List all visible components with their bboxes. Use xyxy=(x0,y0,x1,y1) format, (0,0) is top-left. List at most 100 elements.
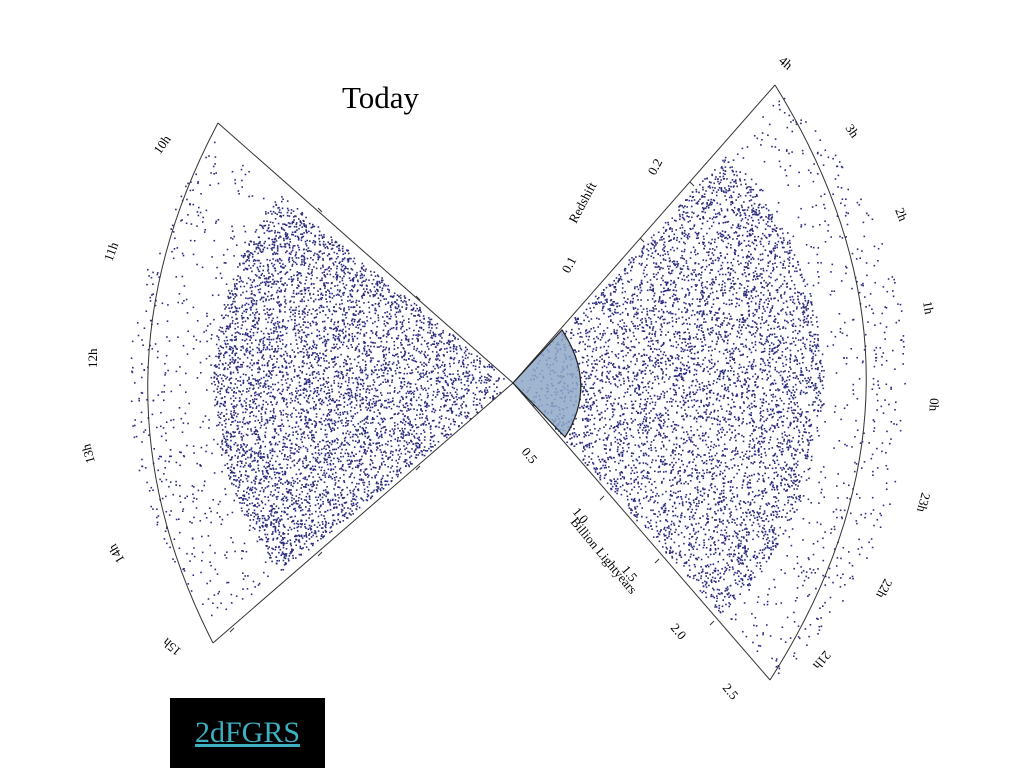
galaxy-point xyxy=(331,473,334,475)
galaxy-point xyxy=(364,325,366,328)
galaxy-point xyxy=(331,429,333,432)
galaxy-point xyxy=(397,427,399,430)
galaxy-point xyxy=(423,353,425,356)
galaxy-point xyxy=(365,426,367,429)
galaxy-point xyxy=(453,377,456,380)
galaxy-point xyxy=(288,256,291,259)
galaxy-point xyxy=(315,262,317,264)
galaxy-point xyxy=(344,265,347,268)
galaxy-point xyxy=(243,255,245,257)
galaxy-point xyxy=(435,383,438,385)
galaxy-point xyxy=(309,407,312,410)
galaxy-point xyxy=(301,509,304,511)
galaxy-point xyxy=(318,234,321,237)
galaxy-point xyxy=(417,333,419,336)
galaxy-point xyxy=(328,411,331,414)
galaxy-point xyxy=(334,482,337,484)
galaxy-point xyxy=(381,375,383,377)
galaxy-point xyxy=(344,252,346,255)
galaxy-point xyxy=(425,409,427,412)
galaxy-point xyxy=(422,429,425,432)
galaxy-point xyxy=(354,486,357,488)
galaxy-point xyxy=(284,442,286,445)
galaxy-point xyxy=(215,355,217,358)
galaxy-point xyxy=(342,250,344,252)
galaxy-point xyxy=(402,413,404,415)
galaxy-point xyxy=(266,466,269,468)
galaxy-point xyxy=(447,434,450,436)
galaxy-point xyxy=(363,333,365,336)
galaxy-point xyxy=(455,403,458,406)
galaxy-point xyxy=(413,393,415,396)
galaxy-point xyxy=(480,404,483,407)
galaxy-point xyxy=(423,374,425,376)
galaxy-point xyxy=(217,414,219,417)
galaxy-point xyxy=(404,427,406,430)
galaxy-point xyxy=(224,308,226,310)
galaxy-point xyxy=(268,553,270,555)
galaxy-point xyxy=(306,314,309,316)
galaxy-point xyxy=(407,390,409,393)
galaxy-point xyxy=(226,368,229,370)
galaxy-point xyxy=(300,263,302,266)
galaxy-point xyxy=(235,367,238,370)
galaxy-point xyxy=(292,431,294,434)
galaxy-point xyxy=(233,475,235,477)
galaxy-point xyxy=(263,232,266,234)
galaxy-point xyxy=(404,453,407,455)
galaxy-point xyxy=(286,498,289,501)
galaxy-point xyxy=(303,296,305,298)
galaxy-point xyxy=(372,322,374,325)
galaxy-point xyxy=(331,247,334,250)
galaxy-point xyxy=(353,285,356,287)
galaxy-point xyxy=(317,452,320,454)
galaxy-point xyxy=(290,551,292,553)
galaxy-point xyxy=(297,292,300,295)
galaxy-point xyxy=(332,358,335,360)
galaxy-point xyxy=(370,341,372,344)
galaxy-point xyxy=(332,463,335,465)
galaxy-point xyxy=(295,421,298,423)
galaxy-point xyxy=(310,468,312,471)
galaxy-point xyxy=(257,419,259,422)
galaxy-point xyxy=(272,409,275,412)
galaxy-point xyxy=(230,413,232,415)
galaxy-point xyxy=(287,435,290,437)
galaxy-point xyxy=(300,520,302,522)
galaxy-point xyxy=(238,476,240,479)
galaxy-point xyxy=(290,378,293,380)
galaxy-point xyxy=(462,362,464,365)
galaxy-point xyxy=(299,385,302,387)
galaxy-point xyxy=(312,434,315,436)
galaxy-point xyxy=(242,443,245,445)
galaxy-point xyxy=(383,369,386,372)
galaxy-point xyxy=(380,489,382,492)
galaxy-point xyxy=(303,232,305,234)
galaxy-point xyxy=(304,523,306,526)
galaxy-point xyxy=(359,277,362,279)
galaxy-point xyxy=(280,411,282,414)
galaxy-point xyxy=(289,301,291,303)
galaxy-point xyxy=(365,268,367,271)
galaxy-point xyxy=(299,547,302,549)
galaxy-point xyxy=(465,372,468,374)
galaxy-point xyxy=(302,324,305,326)
galaxy-point xyxy=(311,519,313,522)
galaxy-point xyxy=(323,369,325,371)
galaxy-point xyxy=(451,412,453,414)
galaxy-point xyxy=(253,479,255,482)
galaxy-point xyxy=(264,431,267,434)
galaxy-point xyxy=(230,466,233,468)
galaxy-point xyxy=(229,387,232,389)
galaxy-point xyxy=(430,449,432,452)
galaxy-point xyxy=(348,277,351,279)
galaxy-point xyxy=(466,388,468,390)
galaxy-point xyxy=(254,398,256,400)
galaxy-point xyxy=(379,413,381,415)
galaxy-point xyxy=(373,286,376,288)
galaxy-point xyxy=(378,384,381,387)
galaxy-point xyxy=(439,409,441,411)
galaxy-point xyxy=(340,460,342,463)
galaxy-point xyxy=(464,388,466,391)
galaxy-point xyxy=(265,461,268,464)
